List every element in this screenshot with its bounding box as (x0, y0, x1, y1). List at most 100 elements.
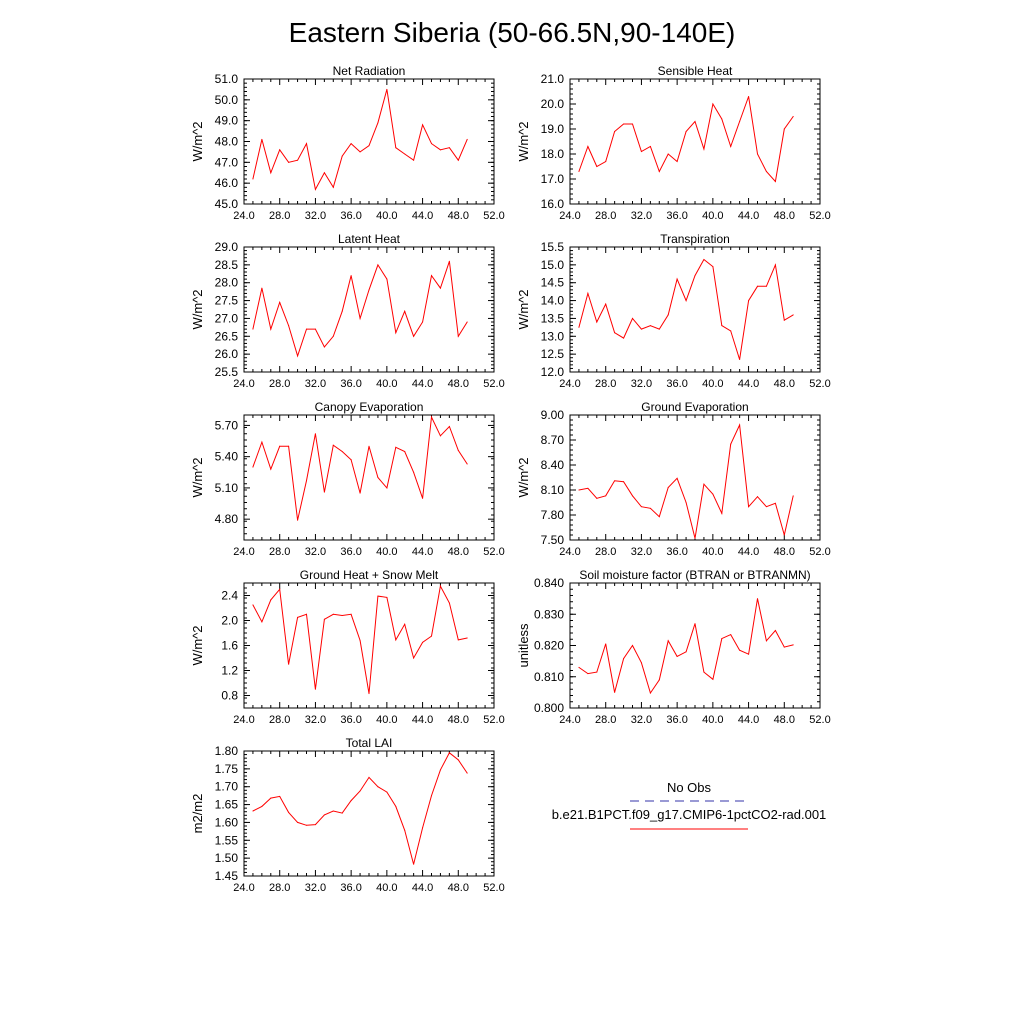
data-point (712, 493, 714, 495)
x-tick-label: 48.0 (448, 882, 469, 894)
data-point (792, 644, 794, 646)
data-point (712, 678, 714, 680)
data-point (703, 483, 705, 485)
data-point (431, 143, 432, 145)
data-point (261, 441, 263, 443)
panel-title: Canopy Evaporation (315, 400, 424, 414)
data-point (270, 599, 272, 601)
x-tick-label: 40.0 (376, 210, 397, 222)
data-point (739, 424, 741, 426)
y-tick-label: 14.0 (541, 294, 565, 308)
x-tick-label: 44.0 (738, 210, 759, 222)
data-point (605, 495, 607, 497)
data-point (748, 96, 750, 97)
data-point (297, 159, 299, 161)
y-tick-label: 1.45 (215, 869, 239, 883)
legend-obs-label: No Obs (667, 780, 712, 795)
data-point (632, 123, 633, 125)
data-point (596, 166, 598, 167)
data-point (261, 138, 263, 140)
y-tick-label: 17.0 (541, 172, 565, 186)
data-point (350, 800, 352, 802)
y-tick-label: 50.0 (215, 93, 239, 107)
x-tick-label: 24.0 (233, 882, 254, 894)
x-tick-label: 48.0 (448, 714, 469, 726)
data-point (457, 449, 459, 451)
data-point (694, 623, 696, 625)
data-point (279, 149, 281, 151)
data-point (306, 480, 307, 482)
data-point (341, 155, 343, 157)
y-tick-label: 15.5 (541, 240, 565, 254)
y-tick-label: 27.0 (215, 311, 239, 325)
data-point (270, 328, 272, 330)
x-tick-label: 44.0 (738, 546, 759, 558)
x-tick-label: 32.0 (631, 546, 652, 558)
data-point (368, 776, 370, 778)
data-point (640, 151, 642, 152)
data-point (297, 821, 299, 823)
data-point (404, 623, 406, 625)
y-tick-label: 5.70 (215, 418, 239, 432)
y-tick-label: 1.75 (215, 762, 239, 776)
x-tick-label: 32.0 (631, 210, 652, 222)
y-tick-label: 48.0 (215, 135, 239, 149)
x-tick-label: 44.0 (412, 378, 433, 390)
y-axis-label: W/m^2 (190, 121, 205, 161)
y-axis-label: W/m^2 (516, 121, 531, 161)
data-point (614, 332, 616, 334)
x-tick-label: 36.0 (666, 210, 687, 222)
x-tick-label: 36.0 (340, 882, 361, 894)
y-tick-label: 47.0 (215, 155, 239, 169)
data-point (422, 497, 424, 499)
y-axis-label: m2/m2 (190, 794, 205, 834)
data-point (457, 335, 459, 337)
y-tick-label: 4.80 (215, 512, 239, 526)
y-tick-label: 19.0 (541, 122, 565, 136)
data-point (765, 171, 767, 172)
data-point (596, 497, 598, 499)
y-tick-label: 0.830 (534, 607, 564, 621)
data-point (288, 161, 290, 163)
x-tick-label: 48.0 (774, 378, 795, 390)
data-point (730, 330, 732, 332)
data-point (252, 604, 254, 606)
data-point (765, 285, 767, 287)
y-tick-label: 0.8 (221, 689, 238, 703)
data-point (649, 146, 651, 147)
data-point (614, 691, 616, 693)
data-point (757, 598, 758, 600)
data-point (386, 88, 388, 90)
panel-latent-heat: Latent Heat W/m^2 24.0 28.0 32.0 36.0 40.0 44.0… (190, 232, 505, 390)
data-point (457, 639, 459, 641)
data-point (439, 149, 441, 151)
data-point (306, 143, 307, 145)
data-point (792, 314, 794, 316)
y-tick-label: 0.800 (534, 701, 564, 715)
data-point (730, 634, 732, 636)
y-tick-label: 7.50 (541, 533, 565, 547)
data-point (448, 260, 450, 262)
x-tick-label: 24.0 (233, 378, 254, 390)
x-tick-label: 24.0 (233, 546, 254, 558)
y-tick-label: 16.0 (541, 197, 565, 211)
x-tick-label: 52.0 (809, 378, 830, 390)
data-point (774, 630, 776, 631)
data-point (350, 459, 352, 461)
data-point (667, 640, 669, 642)
y-tick-label: 13.5 (541, 311, 565, 325)
data-point (422, 827, 424, 829)
data-point (605, 303, 607, 305)
data-point (359, 492, 361, 494)
data-point (332, 186, 334, 188)
x-tick-label: 32.0 (305, 714, 326, 726)
data-point (774, 502, 776, 504)
data-point (323, 491, 325, 493)
data-point (721, 118, 723, 120)
data-point (739, 649, 741, 651)
x-tick-label: 44.0 (412, 546, 433, 558)
y-tick-label: 46.0 (215, 176, 239, 190)
data-point (739, 121, 741, 122)
data-point (279, 795, 281, 797)
y-tick-label: 1.60 (215, 815, 239, 829)
